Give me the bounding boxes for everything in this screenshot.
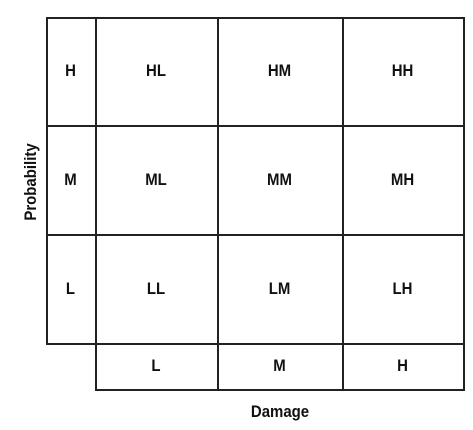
row-label-high: H [65,61,76,80]
row-label-low: L [65,278,76,298]
cell-high-medium: HM [267,61,292,80]
grid-line-row3 [46,343,465,345]
cell-medium-high: MH [390,169,415,189]
cell-high-low: HL [146,61,166,80]
cell-high-high: HH [391,61,414,80]
risk-matrix-grid: H M L HL HM HH ML MM MH LL LM LH L M H [46,17,465,391]
x-axis-title: Damage [250,402,310,421]
y-axis-title: Probability [21,143,40,221]
row-label-medium: M [64,169,77,189]
col-label-medium: M [273,356,286,375]
grid-line-col1 [217,17,219,390]
grid-line-right [463,17,465,390]
grid-line-bottom [95,389,465,391]
grid-line-left [46,17,48,344]
cell-low-medium: LM [268,278,291,298]
grid-line-col2 [342,17,344,390]
cell-low-high: LH [392,278,413,298]
grid-line-col0 [95,17,97,390]
cell-medium-low: ML [145,169,167,189]
col-label-low: L [151,356,161,375]
cell-low-low: LL [146,278,166,298]
grid-line-row1 [46,125,465,127]
grid-line-row2 [46,234,465,236]
cell-medium-medium: MM [267,169,292,189]
grid-line-top [46,17,465,19]
col-label-high: H [397,356,408,375]
